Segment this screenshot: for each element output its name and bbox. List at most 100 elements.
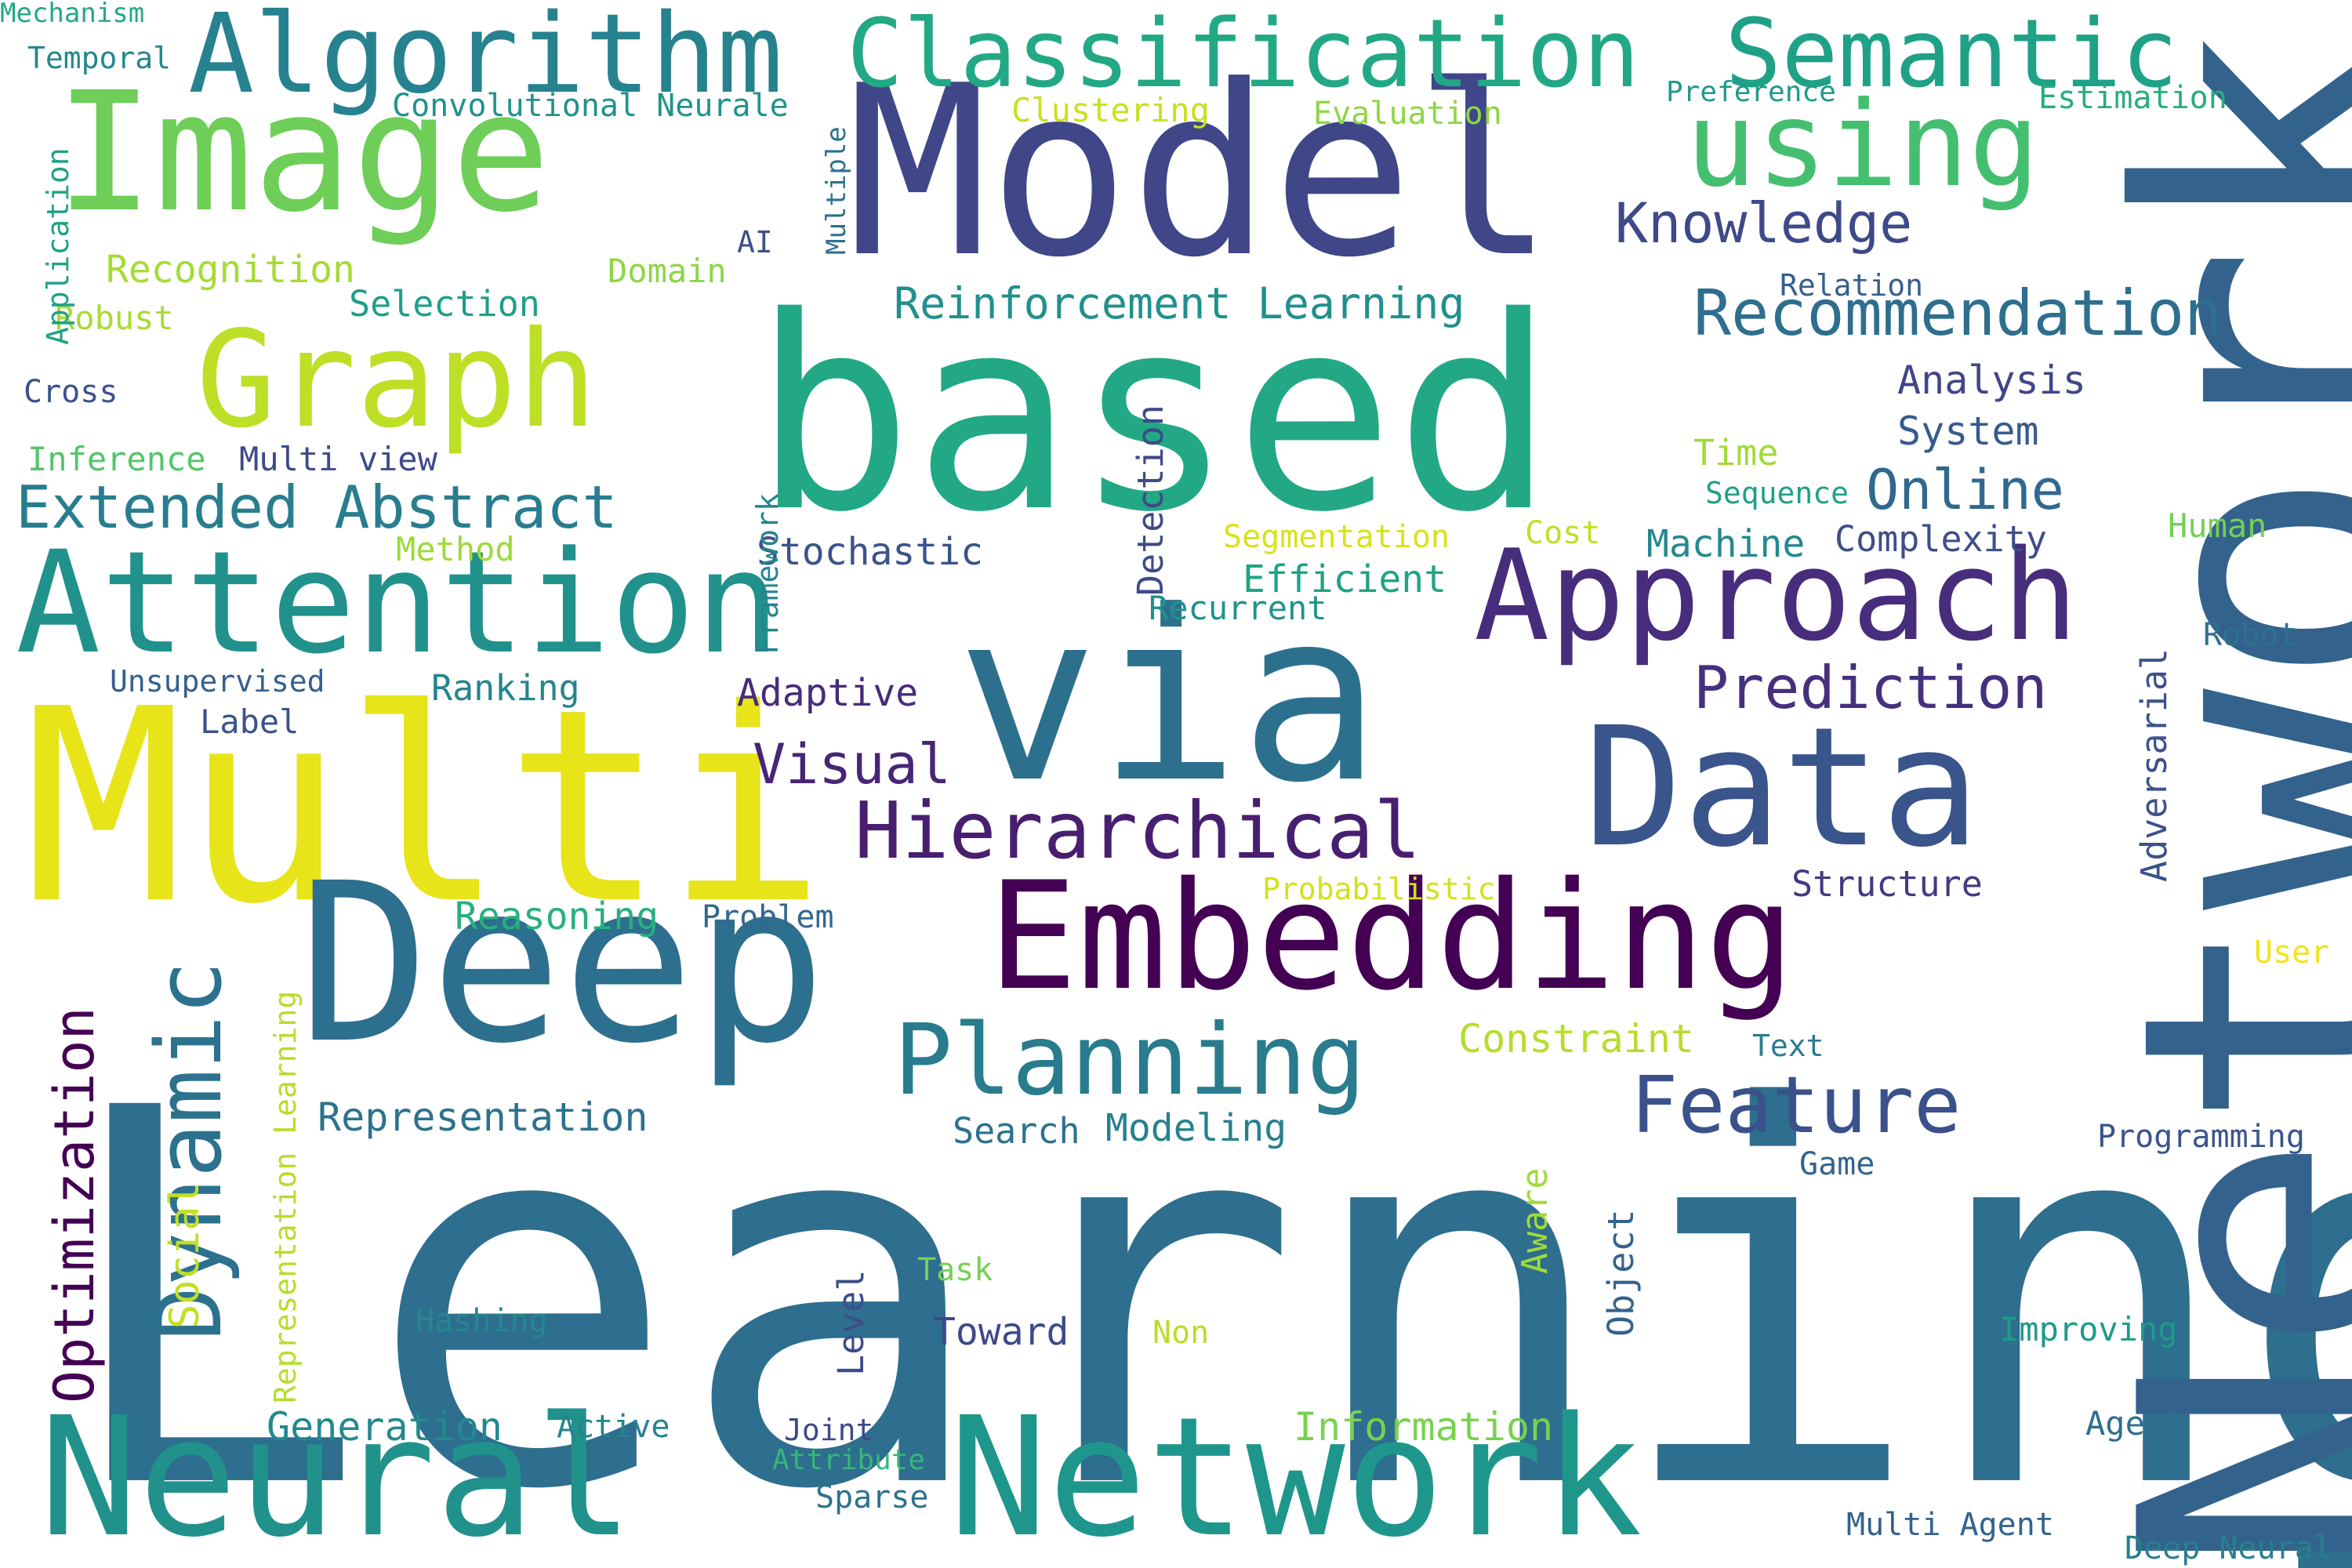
word-modeling: Modeling — [1105, 1106, 1287, 1150]
word-network: Network — [949, 1381, 1643, 1568]
word-approach: Approach — [1474, 522, 2078, 669]
word-level: Level — [830, 1269, 872, 1376]
word-selection: Selection — [349, 283, 540, 325]
word-human: Human — [2168, 506, 2267, 545]
word-prediction: Prediction — [1693, 653, 2048, 722]
word-preference: Preference — [1666, 76, 1836, 108]
word-sparse: Sparse — [815, 1479, 929, 1515]
word-via: via — [956, 561, 1381, 834]
word-image: Image — [55, 56, 551, 249]
word-neural: Neural — [39, 1381, 634, 1568]
word-semantic: Semantic — [1725, 0, 2178, 109]
word-search: Search — [953, 1110, 1080, 1152]
word-attention: Attention — [16, 521, 781, 685]
word-multi-view: Multi view — [239, 440, 437, 478]
word-optimization: Optimization — [42, 1007, 107, 1403]
word-reinforcement-learning: Reinforcement Learning — [894, 278, 1465, 328]
word-reasoning: Reasoning — [455, 895, 659, 938]
word-multi: Multi — [24, 652, 826, 963]
word-hierarchical: Hierarchical — [855, 785, 1421, 877]
word-mechanism: Mechanism — [0, 0, 145, 29]
word-recommendation: Recommendation — [1693, 277, 2223, 350]
word-multiple: Multiple — [821, 126, 852, 255]
word-segmentation: Segmentation — [1223, 519, 1450, 555]
word-algorithm: Algorithm — [188, 0, 783, 118]
word-analysis: Analysis — [1897, 358, 2086, 403]
word-cost: Cost — [1525, 515, 1601, 551]
word-social: Social — [162, 1181, 209, 1329]
word-aware: Aware — [1514, 1167, 1555, 1274]
word-framework: Framework — [750, 493, 785, 655]
word-clustering: Clustering — [1011, 91, 1210, 129]
word-extended-abstract: Extended Abstract — [16, 473, 618, 542]
word-robust: Robust — [55, 299, 174, 337]
word-agent: Agent — [2085, 1404, 2185, 1443]
word-domain: Domain — [608, 252, 727, 290]
word-representation-learning: Representation Learning — [268, 990, 303, 1403]
word-improving: Improving — [1999, 1310, 2178, 1348]
word-object: Object — [1600, 1209, 1642, 1337]
word-evaluation: Evaluation — [1313, 96, 1502, 132]
word-problem: Problem — [702, 899, 834, 935]
word-estimation: Estimation — [2038, 80, 2227, 116]
word-non: Non — [1152, 1315, 1210, 1351]
word-programming: Programming — [2097, 1119, 2305, 1155]
word-convolutional-neurale: Convolutional Neurale — [392, 88, 789, 124]
word-time: Time — [1693, 432, 1779, 474]
word-unsupervised: Unsupervised — [110, 664, 325, 699]
word-online: Online — [1866, 458, 2064, 522]
word-user: User — [2254, 935, 2330, 971]
word-using: using — [1686, 77, 2040, 213]
word-toward: Toward — [933, 1310, 1069, 1354]
word-graph: Graph — [196, 303, 597, 458]
word-task: Task — [917, 1252, 993, 1288]
word-efficient: Efficient — [1243, 557, 1447, 601]
word-application: Application — [41, 147, 75, 345]
word-complexity: Complexity — [1835, 518, 2047, 560]
word-system: System — [1897, 408, 2039, 454]
word-data: Data — [1584, 691, 1980, 884]
word-generation: Generation — [267, 1404, 503, 1450]
word-ranking: Ranking — [431, 667, 580, 709]
word-visual: Visual — [753, 732, 951, 797]
word-temporal: Temporal — [27, 41, 172, 75]
word-classification: Classification — [847, 0, 1640, 109]
word-structure: Structure — [1791, 863, 1983, 905]
word-learning: Learning — [55, 1000, 2352, 1568]
word-probabilistic: Probabilistic — [1262, 872, 1496, 906]
word-sequence: Sequence — [1705, 476, 1849, 510]
word-planning: Planning — [894, 1004, 1367, 1117]
word-knowledge: Knowledge — [1615, 191, 1913, 256]
word-representation: Representation — [318, 1094, 648, 1140]
word-joint: Joint — [784, 1413, 874, 1447]
word-embedding: Embedding — [988, 850, 1795, 1023]
word-game: Game — [1799, 1146, 1875, 1182]
word-constraint: Constraint — [1458, 1016, 1695, 1062]
word-model: Model — [847, 35, 1555, 309]
word-text: Text — [1752, 1029, 1824, 1063]
word-deep: Deep — [298, 837, 827, 1092]
word-machine: Machine — [1646, 522, 1806, 566]
word-adversarial: Adversarial — [2133, 648, 2175, 882]
word-robot: Robot — [2203, 617, 2298, 653]
word-multi-agent: Multi Agent — [1846, 1507, 2054, 1543]
word-cross: Cross — [24, 374, 118, 410]
word-hashing: Hashing — [416, 1303, 548, 1339]
word-deep-neural: Deep Neural — [2125, 1530, 2332, 1566]
word-ai: AI — [737, 225, 773, 260]
word-inference: Inference — [27, 440, 206, 478]
word-relation: Relation — [1780, 268, 1924, 303]
word-adaptive: Adaptive — [737, 671, 919, 715]
word-attribute: Attribute — [772, 1444, 926, 1476]
word-method: Method — [396, 530, 515, 568]
word-detection: Detection — [1130, 405, 1171, 596]
word-stochastic: Stochastic — [757, 530, 983, 574]
word-feature: Feature — [1631, 1059, 1962, 1151]
word-active: Active — [557, 1409, 670, 1445]
word-recognition: Recognition — [106, 248, 355, 292]
word-recurrent: Recurrent — [1149, 589, 1327, 627]
word-label: Label — [200, 702, 299, 741]
word-information: Information — [1294, 1404, 1554, 1450]
word-based: based — [753, 260, 1555, 571]
